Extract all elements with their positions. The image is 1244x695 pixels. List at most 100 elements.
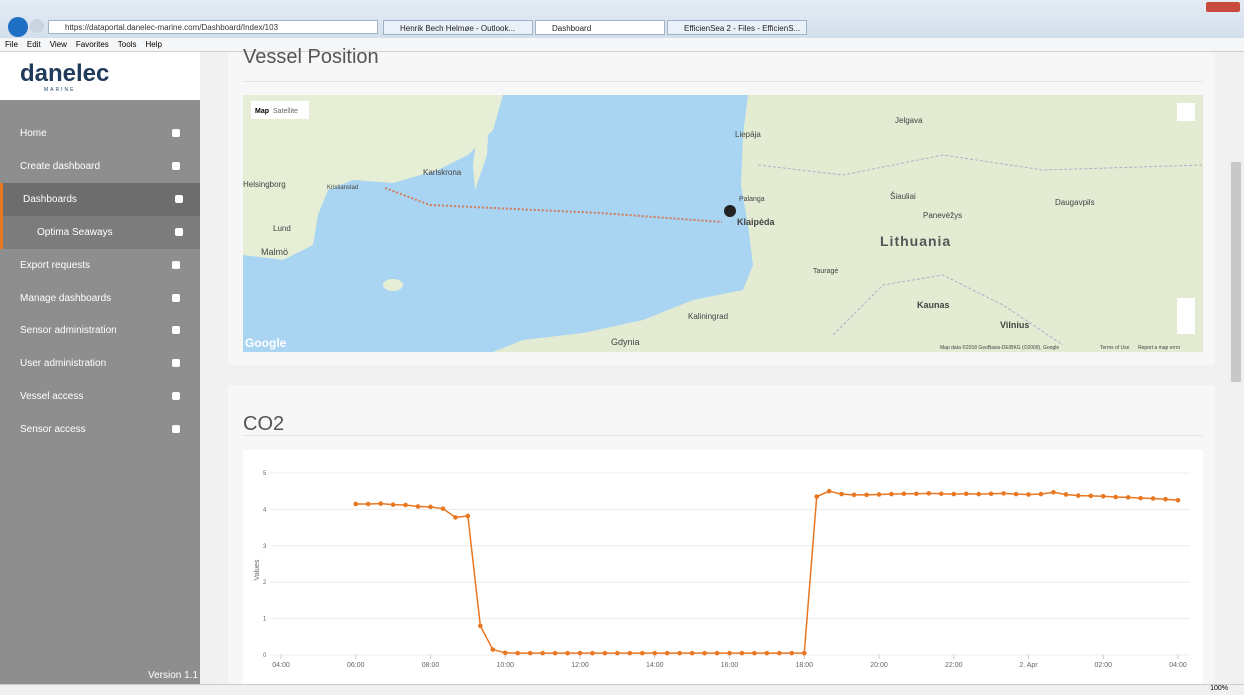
x-tick-label: 18:00 (795, 662, 813, 669)
nav-label: Sensor administration (20, 325, 117, 336)
icon (172, 162, 180, 170)
data-point (902, 491, 907, 496)
nav-item[interactable]: Optima Seaways (0, 216, 200, 249)
forward-button[interactable] (30, 19, 44, 33)
data-point (1026, 492, 1031, 497)
map-label: Vilnius (1000, 320, 1029, 330)
map-label: Daugavpils (1055, 198, 1095, 207)
divider (243, 81, 1203, 82)
tab[interactable]: Dashboard (535, 20, 665, 35)
nav-label: Create dashboard (20, 161, 100, 172)
data-point (353, 502, 358, 507)
nav-item[interactable]: Export requests (0, 249, 200, 282)
menu-item[interactable]: Edit (27, 40, 41, 49)
nav-item[interactable]: Dashboards (0, 183, 200, 216)
map-label: Tauragė (813, 268, 838, 275)
sidebar-scrollbar[interactable] (200, 52, 212, 684)
data-point (864, 493, 869, 498)
data-line (356, 491, 1178, 653)
nav-label: Optima Seaways (37, 227, 113, 238)
nav-item[interactable]: Manage dashboards (0, 282, 200, 315)
icon (172, 425, 180, 433)
map-label: Palanga (739, 196, 765, 203)
y-tick-label: 0 (263, 653, 267, 659)
map-label: Kristianstad (327, 185, 358, 191)
ship-marker[interactable] (724, 205, 736, 217)
data-point (927, 491, 932, 496)
map-label: Malmö (261, 247, 288, 257)
map-label: Gdynia (611, 337, 640, 347)
map-button[interactable]: Map (255, 108, 269, 115)
nav-label: Home (20, 128, 47, 139)
menu-item[interactable]: Tools (118, 40, 137, 49)
menu-item[interactable]: Favorites (76, 40, 109, 49)
data-point (715, 651, 720, 656)
icon (172, 326, 180, 334)
data-point (416, 504, 421, 509)
fullscreen-button[interactable] (1177, 103, 1195, 121)
menu-item[interactable]: File (5, 40, 18, 49)
card-title: CO2 (243, 413, 284, 436)
terms-link[interactable]: Terms of Use (1100, 345, 1130, 351)
nav-item[interactable]: Create dashboard (0, 150, 200, 183)
data-point (1113, 495, 1118, 500)
zoom-level[interactable]: 100% (1210, 685, 1228, 692)
google-logo: Google (245, 336, 287, 350)
map-label: Panevėžys (923, 211, 962, 220)
nav-item[interactable]: Sensor access (0, 413, 200, 446)
data-point (1151, 496, 1156, 501)
data-point (603, 651, 608, 656)
menu-item[interactable]: Help (145, 40, 161, 49)
tab[interactable]: Henrik Bech Helmøe - Outlook... (383, 20, 533, 35)
data-point (553, 651, 558, 656)
x-tick-label: 14:00 (646, 662, 664, 669)
nav-item[interactable]: User administration (0, 347, 200, 380)
menu-item[interactable]: View (50, 40, 67, 49)
window-controls[interactable] (1206, 2, 1240, 12)
x-tick-label: 06:00 (347, 662, 365, 669)
y-tick-label: 5 (263, 471, 267, 477)
map[interactable]: Map Satellite Liepāja Klaipėda Lithuania… (243, 95, 1203, 352)
map-label: Jelgava (895, 116, 923, 125)
y-tick-label: 3 (263, 544, 267, 550)
x-tick-label: 10:00 (496, 662, 514, 669)
data-point (1101, 494, 1106, 499)
status-bar: 100% (0, 684, 1244, 695)
nav-item[interactable]: Vessel access (0, 380, 200, 413)
x-tick-label: 22:00 (945, 662, 963, 669)
nav-item[interactable]: Sensor administration (0, 314, 200, 347)
x-tick-label: 04:00 (272, 662, 290, 669)
back-button[interactable] (8, 17, 28, 37)
nav-item[interactable]: Home (0, 117, 200, 150)
scrollbar[interactable] (1228, 52, 1244, 684)
y-tick-label: 2 (263, 580, 267, 586)
tab[interactable]: EfficienSea 2 - Files - EfficienS... (667, 20, 807, 35)
nav-label: Manage dashboards (20, 293, 111, 304)
report-link[interactable]: Report a map error (1138, 345, 1181, 351)
data-point (403, 503, 408, 508)
scroll-thumb[interactable] (1231, 162, 1241, 382)
data-point (578, 651, 583, 656)
data-point (1176, 498, 1181, 503)
data-point (802, 651, 807, 656)
x-tick-label: 08:00 (422, 662, 440, 669)
icon (172, 129, 180, 137)
address-bar[interactable]: https://dataportal.danelec-marine.com/Da… (48, 20, 378, 34)
data-point (490, 647, 495, 652)
zoom-control[interactable] (1177, 298, 1195, 334)
map-button[interactable]: Satellite (273, 108, 298, 115)
island (383, 279, 403, 291)
data-point (989, 491, 994, 496)
data-point (777, 651, 782, 656)
icon (172, 261, 180, 269)
x-tick-label: 16:00 (721, 662, 739, 669)
data-point (652, 651, 657, 656)
version: Version 1.1 (148, 670, 198, 681)
data-point (852, 493, 857, 498)
icon (175, 228, 183, 236)
data-point (466, 514, 471, 519)
map-label: Karlskrona (423, 168, 462, 177)
x-tick-label: 04:00 (1169, 662, 1187, 669)
data-point (740, 651, 745, 656)
y-tick-label: 4 (263, 507, 267, 513)
